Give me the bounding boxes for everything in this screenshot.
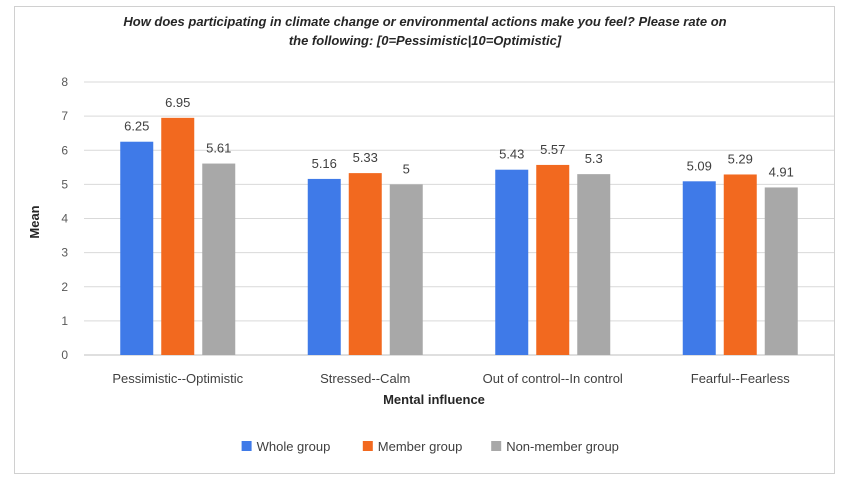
chart-title: How does participating in climate change… bbox=[0, 12, 850, 50]
legend-label: Member group bbox=[378, 439, 463, 454]
bar bbox=[389, 184, 423, 355]
x-tick-label: Pessimistic--Optimistic bbox=[112, 371, 243, 386]
y-tick-label: 7 bbox=[61, 109, 68, 123]
bar bbox=[307, 178, 341, 355]
x-axis-label: Mental influence bbox=[383, 392, 485, 407]
data-label: 5 bbox=[403, 161, 410, 176]
bar bbox=[202, 163, 236, 355]
gridlines bbox=[84, 81, 834, 356]
bar bbox=[723, 174, 757, 355]
data-label: 5.57 bbox=[540, 142, 565, 157]
data-label: 5.3 bbox=[585, 151, 603, 166]
bar bbox=[161, 117, 195, 355]
x-tick-label: Stressed--Calm bbox=[320, 371, 410, 386]
bars bbox=[120, 117, 798, 355]
bar bbox=[495, 169, 529, 355]
legend-swatch bbox=[491, 441, 502, 451]
y-tick-label: 0 bbox=[61, 348, 68, 362]
data-label: 5.61 bbox=[206, 141, 231, 156]
legend: Whole group Member group Non-member group bbox=[241, 439, 619, 454]
y-tick-label: 4 bbox=[61, 212, 68, 226]
bar bbox=[348, 173, 382, 355]
legend-swatch bbox=[362, 441, 373, 451]
bar bbox=[577, 174, 611, 355]
data-labels: 6.25 6.95 5.61 5.16 5.33 5 5.43 5.57 5.3 5.09 5.29… bbox=[124, 95, 794, 180]
y-tick-label: 2 bbox=[61, 280, 68, 294]
data-label: 5.33 bbox=[353, 150, 378, 165]
y-tick-label: 6 bbox=[61, 143, 68, 157]
legend-swatch bbox=[241, 441, 252, 451]
chart-title-line-2: the following: [0=Pessimistic|10=Optimis… bbox=[288, 33, 562, 48]
chart-title-line-1: How does participating in climate change… bbox=[123, 14, 727, 29]
data-label: 4.91 bbox=[769, 164, 794, 179]
data-label: 5.16 bbox=[312, 156, 337, 171]
data-label: 5.43 bbox=[499, 147, 524, 162]
bar bbox=[682, 181, 716, 355]
x-tick-label: Fearful--Fearless bbox=[691, 371, 790, 386]
bar bbox=[764, 187, 798, 355]
data-label: 5.09 bbox=[687, 158, 712, 173]
y-tick-label: 8 bbox=[61, 75, 68, 89]
data-label: 6.25 bbox=[124, 119, 149, 134]
y-axis-label: Mean bbox=[27, 205, 42, 238]
y-tick-label: 3 bbox=[61, 246, 68, 260]
bar bbox=[120, 141, 154, 355]
bar bbox=[536, 164, 570, 355]
x-tick-label: Out of control--In control bbox=[483, 371, 623, 386]
legend-label: Non-member group bbox=[506, 439, 619, 454]
data-label: 6.95 bbox=[165, 95, 190, 110]
y-tick-label: 5 bbox=[61, 177, 68, 191]
legend-label: Whole group bbox=[257, 439, 331, 454]
y-tick-label: 1 bbox=[61, 314, 68, 328]
data-label: 5.29 bbox=[728, 151, 753, 166]
y-axis-ticks: 0 1 2 3 4 5 6 7 8 bbox=[61, 75, 68, 362]
x-axis-ticks: Pessimistic--Optimistic Stressed--Calm Out… bbox=[112, 371, 790, 386]
